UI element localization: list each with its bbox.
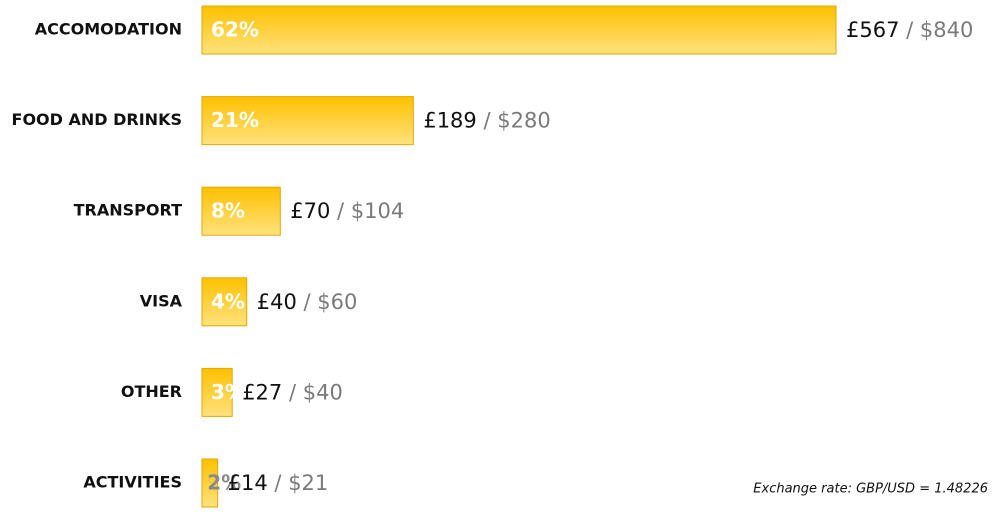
separator: / bbox=[483, 109, 491, 133]
amount-label: £14 / $21 bbox=[228, 471, 329, 495]
amount-label: £27 / $40 bbox=[242, 380, 343, 404]
amount-label: £40 / $60 bbox=[257, 290, 358, 314]
usd-label: $104 bbox=[351, 199, 404, 223]
share-label: 62% bbox=[211, 18, 259, 42]
amount-label: £189 / $280 bbox=[423, 109, 550, 133]
bar bbox=[201, 5, 837, 55]
separator: / bbox=[304, 290, 312, 314]
separator: / bbox=[337, 199, 345, 223]
share-label: 21% bbox=[211, 108, 259, 132]
gbp-label: £70 bbox=[290, 199, 330, 223]
amount-label: £70 / $104 bbox=[290, 199, 404, 223]
gbp-label: £567 bbox=[846, 18, 899, 42]
gbp-label: £27 bbox=[242, 380, 282, 404]
category-label: OTHER bbox=[121, 382, 182, 401]
usd-label: $40 bbox=[303, 380, 343, 404]
usd-label: $280 bbox=[497, 109, 550, 133]
gbp-label: £40 bbox=[257, 290, 297, 314]
usd-label: $21 bbox=[288, 471, 328, 495]
gbp-label: £14 bbox=[228, 471, 268, 495]
share-label: 3% bbox=[211, 380, 245, 404]
amount-label: £567 / $840 bbox=[846, 18, 973, 42]
category-label: ACCOMODATION bbox=[35, 20, 182, 39]
bar bbox=[201, 458, 219, 508]
bar bbox=[201, 367, 233, 417]
bar bbox=[201, 96, 414, 146]
share-label: 4% bbox=[211, 289, 245, 313]
category-label: VISA bbox=[140, 291, 183, 310]
gbp-label: £189 bbox=[423, 109, 476, 133]
usd-label: $60 bbox=[317, 290, 357, 314]
category-label: ACTIVITIES bbox=[83, 473, 182, 492]
note: Exchange rate: GBP/USD = 1.48226 bbox=[753, 482, 988, 497]
share-label: 8% bbox=[211, 199, 245, 223]
category-label: FOOD AND DRINKS bbox=[12, 110, 182, 129]
category-label: TRANSPORT bbox=[74, 201, 182, 220]
separator: / bbox=[906, 18, 914, 42]
bar bbox=[201, 186, 281, 236]
separator: / bbox=[274, 471, 282, 495]
separator: / bbox=[289, 380, 297, 404]
share-label: 2% bbox=[207, 471, 241, 495]
usd-label: $840 bbox=[920, 18, 973, 42]
bar bbox=[201, 277, 248, 327]
